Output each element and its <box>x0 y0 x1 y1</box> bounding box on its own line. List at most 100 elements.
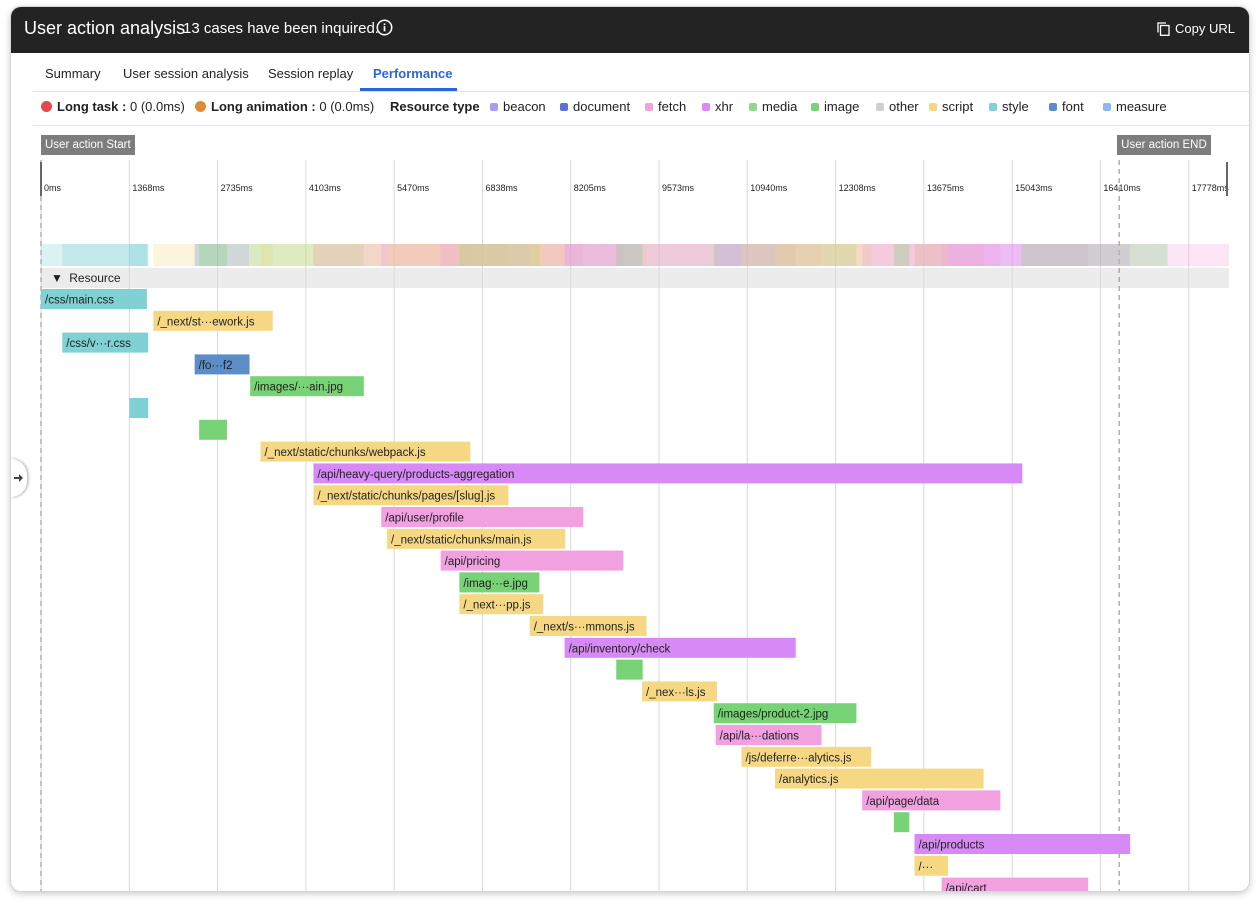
legend-type-other: other <box>876 99 919 114</box>
overview-bar-image <box>459 244 540 266</box>
overview-bar-script <box>642 244 717 266</box>
resource-bar-image[interactable] <box>616 659 643 680</box>
legend-label-script: script <box>942 99 974 114</box>
resource-label: /imag···e.jpg <box>463 578 528 590</box>
long-animation-legend: Long animation : 0 (0.0ms) <box>195 99 374 114</box>
legend-type-beacon: beacon <box>490 99 546 114</box>
resource-label: /js/deferre···alytics.js <box>745 752 851 764</box>
resource-bar-script[interactable] <box>642 681 717 702</box>
resource-bar-fetch[interactable] <box>941 877 1089 891</box>
legend-swatch-fetch <box>645 102 653 111</box>
resource-bar-font[interactable] <box>194 354 250 375</box>
tick-label: 13675ms <box>927 183 965 193</box>
legend-type-fetch: fetch <box>645 99 686 114</box>
resource-type-legend: Resource type <box>390 99 480 114</box>
resource-bar-xhr[interactable] <box>564 637 796 658</box>
overview-bar-image <box>616 244 643 266</box>
waterfall-chart: User action Start User action END ▼ Reso… <box>11 132 1249 891</box>
resource-bar-xhr[interactable] <box>914 834 1131 854</box>
side-panel-toggle[interactable] <box>11 459 27 497</box>
long-animation-value: 0 <box>319 99 327 114</box>
long-animation-dot <box>195 101 206 112</box>
resource-bar-script[interactable] <box>313 485 509 506</box>
legend-type-measure: measure <box>1103 99 1167 114</box>
resource-bar-script[interactable] <box>914 855 949 876</box>
resource-bar-style[interactable] <box>41 289 147 309</box>
resource-bar-fetch[interactable] <box>381 507 584 527</box>
copy-url-label: Copy URL <box>1175 21 1235 36</box>
tick-label: 0ms <box>44 183 62 193</box>
resource-bar-script[interactable] <box>260 441 471 462</box>
tab-user-session-analysis[interactable]: User session analysis <box>123 66 249 81</box>
tick-label: 6838ms <box>485 183 518 193</box>
tick-label: 12308ms <box>839 183 877 193</box>
legend-label-media: media <box>762 99 798 114</box>
resource-bar-fetch[interactable] <box>715 725 822 745</box>
resource-bar-image[interactable] <box>199 419 227 440</box>
resource-bar-image[interactable] <box>893 812 910 833</box>
case-count-text: 13 cases have been inquired. <box>183 20 379 37</box>
overview-bar-fetch <box>381 244 584 266</box>
resource-bar-image[interactable] <box>250 376 364 397</box>
overview-bar-style <box>129 244 149 266</box>
overview-bar-script <box>387 244 566 266</box>
tab-performance[interactable]: Performance <box>373 66 453 81</box>
resource-bar-fetch[interactable] <box>862 790 1001 811</box>
resource-bar-script[interactable] <box>775 768 984 789</box>
legend-swatch-font <box>1049 102 1057 111</box>
overview-bar-style <box>62 244 149 266</box>
tab-summary[interactable]: Summary <box>45 66 101 81</box>
legend-type-image: image <box>811 99 859 114</box>
resource-bar-script[interactable] <box>741 746 872 767</box>
panel-title: User action analysis <box>24 18 186 38</box>
resource-label: /api/cart <box>946 883 988 891</box>
info-icon[interactable] <box>376 19 393 36</box>
long-task-value: 0 <box>129 99 138 114</box>
resource-bar-xhr[interactable] <box>313 463 1023 484</box>
user-action-end-marker: User action END <box>1117 135 1211 155</box>
tab-session-replay[interactable]: Session replay <box>268 66 354 81</box>
legend-type-font: font <box>1049 99 1084 114</box>
legend-type-script: script <box>929 99 973 114</box>
legend-swatch-measure <box>1103 102 1111 111</box>
overview-bar-xhr <box>564 244 796 266</box>
overview-bar-fetch <box>440 244 624 266</box>
legend-swatch-script <box>929 102 937 111</box>
legend-label-other: other <box>889 99 919 114</box>
resource-label: /css/main.css <box>45 295 114 307</box>
resource-bar-style[interactable] <box>62 332 149 353</box>
overview-bar-script <box>313 244 509 266</box>
resource-bar-script[interactable] <box>387 528 566 549</box>
resource-bar-image[interactable] <box>459 572 540 593</box>
overview-bar-style <box>41 244 147 266</box>
resource-bar-script[interactable] <box>153 310 273 331</box>
resource-section-header[interactable]: ▼ Resource <box>41 268 1229 288</box>
legend-type-xhr: xhr <box>702 99 733 114</box>
resource-bar-script[interactable] <box>529 616 647 636</box>
tick-label: 1368ms <box>132 183 165 193</box>
resource-label: /api/inventory/check <box>569 643 671 655</box>
legend-type-media: media <box>749 99 797 114</box>
resource-section-label: Resource <box>69 271 121 285</box>
legend-type-style: style <box>989 99 1029 114</box>
resource-label: /_next/static/chunks/webpack.js <box>265 447 426 459</box>
timeline-svg: 0ms 1368ms 2735ms 4103ms 5470ms 6838ms 8205ms 9… <box>40 160 1229 891</box>
resource-label: /fo···f2 <box>199 360 233 372</box>
resource-label: /images/product-2.jpg <box>718 709 829 721</box>
legend-swatch-document <box>560 102 568 111</box>
collapse-triangle-icon: ▼ <box>51 271 63 285</box>
resource-bar-fetch[interactable] <box>440 550 624 571</box>
legend-swatch-media <box>749 102 757 111</box>
overview-bar-image <box>893 244 910 266</box>
resource-bar-image[interactable] <box>713 703 857 724</box>
overview-bar-script <box>260 244 471 266</box>
copy-url-button[interactable]: Copy URL <box>1157 21 1235 36</box>
legend-label-beacon: beacon <box>503 99 546 114</box>
resource-bar-script[interactable] <box>459 594 544 615</box>
resource-label: /_next/static/chunks/pages/[slug].js <box>317 491 495 503</box>
resource-bar-style[interactable] <box>129 398 149 418</box>
resource-label: /analytics.js <box>779 774 839 786</box>
tab-bar: Summary User session analysis Session re… <box>11 53 1249 91</box>
legend-label-style: style <box>1002 99 1029 114</box>
tick-label: 2735ms <box>221 183 254 193</box>
